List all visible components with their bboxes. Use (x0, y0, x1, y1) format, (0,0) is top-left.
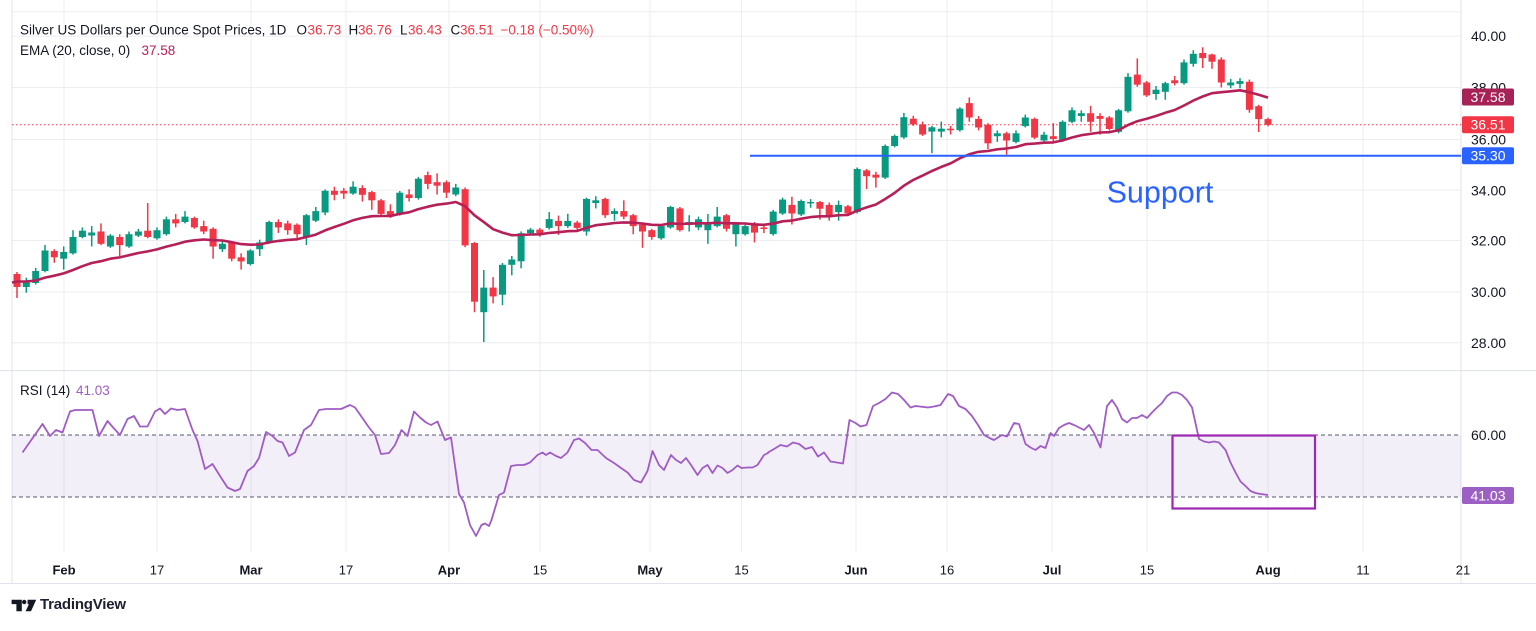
svg-text:−0.18 (−0.50%): −0.18 (−0.50%) (501, 23, 594, 38)
svg-text:16: 16 (940, 563, 954, 578)
svg-text:L: L (400, 23, 408, 38)
svg-text:Apr: Apr (438, 563, 460, 578)
svg-text:17: 17 (339, 563, 353, 578)
svg-text:36.43: 36.43 (408, 23, 442, 38)
svg-text:40.00: 40.00 (1471, 28, 1506, 44)
svg-text:36.00: 36.00 (1471, 132, 1506, 148)
svg-text:TradingView: TradingView (40, 596, 126, 613)
svg-text:34.00: 34.00 (1471, 182, 1506, 198)
svg-text:17: 17 (150, 563, 164, 578)
svg-text:36.73: 36.73 (308, 23, 342, 38)
svg-text:36.51: 36.51 (1470, 117, 1505, 133)
svg-text:Support: Support (1107, 176, 1214, 210)
svg-text:RSI (14): RSI (14) (20, 383, 70, 398)
svg-text:41.03: 41.03 (1470, 488, 1505, 504)
svg-text:15: 15 (734, 563, 748, 578)
svg-text:60.00: 60.00 (1471, 427, 1506, 443)
svg-text:15: 15 (533, 563, 547, 578)
svg-text:36.51: 36.51 (460, 23, 494, 38)
svg-text:37.58: 37.58 (142, 43, 176, 58)
svg-text:Feb: Feb (52, 563, 75, 578)
svg-text:O: O (297, 23, 308, 38)
svg-text:EMA (20, close, 0): EMA (20, close, 0) (20, 43, 130, 58)
svg-text:Silver US Dollars per Ounce Sp: Silver US Dollars per Ounce Spot Prices,… (20, 23, 287, 38)
svg-text:21: 21 (1456, 563, 1470, 578)
svg-text:May: May (637, 563, 663, 578)
svg-text:37.58: 37.58 (1470, 89, 1505, 105)
svg-text:15: 15 (1140, 563, 1154, 578)
svg-text:Mar: Mar (239, 563, 262, 578)
svg-text:28.00: 28.00 (1471, 335, 1506, 351)
svg-text:Jul: Jul (1043, 563, 1062, 578)
svg-text:C: C (451, 23, 461, 38)
svg-text:H: H (349, 23, 359, 38)
svg-text:32.00: 32.00 (1471, 233, 1506, 249)
svg-text:30.00: 30.00 (1471, 284, 1506, 300)
svg-text:41.03: 41.03 (76, 383, 110, 398)
svg-text:35.30: 35.30 (1470, 148, 1505, 164)
svg-text:11: 11 (1356, 563, 1370, 578)
svg-text:36.76: 36.76 (358, 23, 392, 38)
svg-text:Jun: Jun (844, 563, 867, 578)
svg-text:Aug: Aug (1255, 563, 1280, 578)
